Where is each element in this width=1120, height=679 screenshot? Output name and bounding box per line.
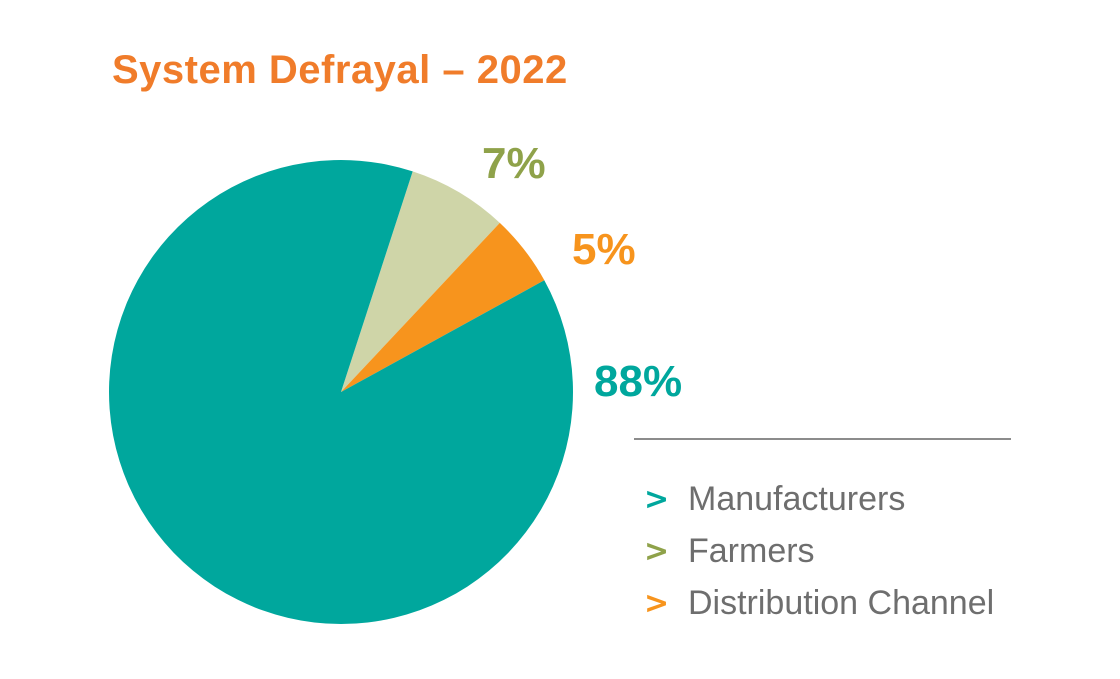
legend-divider bbox=[634, 438, 1011, 440]
chevron-right-icon: > bbox=[644, 533, 670, 569]
chevron-right-icon: > bbox=[644, 481, 670, 517]
data-label-farmers: 7% bbox=[482, 139, 546, 188]
legend-item-manufacturers: > Manufacturers bbox=[644, 473, 994, 525]
legend-label: Manufacturers bbox=[688, 479, 906, 518]
chart-title: System Defrayal – 2022 bbox=[112, 48, 568, 92]
chevron-right-icon: > bbox=[644, 585, 670, 621]
legend: > Manufacturers > Farmers > Distribution… bbox=[644, 473, 994, 629]
data-label-distribution-channel: 5% bbox=[572, 225, 636, 274]
pie-slice-manufacturers bbox=[109, 159, 573, 625]
legend-label: Distribution Channel bbox=[688, 583, 995, 622]
pie-slice-farmers bbox=[341, 171, 500, 392]
legend-item-farmers: > Farmers bbox=[644, 525, 994, 577]
legend-label: Farmers bbox=[688, 531, 815, 570]
pie-slices bbox=[109, 159, 573, 625]
legend-item-distribution-channel: > Distribution Channel bbox=[644, 577, 994, 629]
pie-slice-distribution-channel bbox=[341, 222, 545, 392]
data-label-manufacturers: 88% bbox=[594, 357, 682, 406]
